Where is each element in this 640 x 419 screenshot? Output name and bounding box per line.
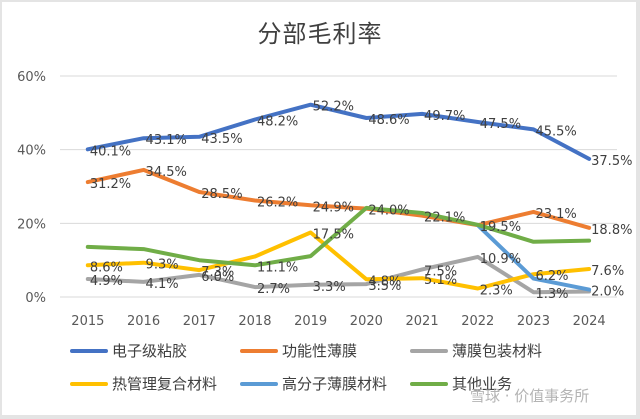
data-label: 7.5% [424, 264, 457, 279]
x-tick-label: 2021 [406, 314, 439, 329]
data-label: 34.5% [146, 165, 187, 180]
legend-item: 其他业务 [410, 373, 512, 394]
legend-item: 功能性薄膜 [240, 340, 357, 361]
chart-frame [2, 2, 636, 415]
x-tick-label: 2023 [517, 314, 550, 329]
x-tick-label: 2024 [573, 314, 606, 329]
data-label: 10.9% [480, 252, 521, 267]
data-label: 37.5% [591, 154, 632, 169]
data-label: 4.9% [90, 274, 123, 289]
data-label: 48.6% [368, 113, 409, 128]
watermark: 雪球 · 价值事务所 [470, 387, 590, 405]
data-label: 9.3% [146, 258, 179, 273]
data-label: 17.5% [313, 228, 354, 243]
data-label: 19.5% [480, 220, 521, 235]
legend-item: 高分子薄膜材料 [240, 373, 387, 394]
data-label: 18.8% [591, 223, 632, 238]
legend-item: 电子级粘胶 [70, 340, 187, 361]
data-label: 26.2% [257, 195, 298, 210]
series-line-0 [85, 102, 592, 161]
data-label: 7.3% [201, 265, 234, 280]
legend-label: 功能性薄膜 [282, 342, 358, 360]
legend-item: 薄膜包装材料 [410, 340, 542, 361]
data-label: 28.5% [201, 187, 242, 202]
data-label: 47.5% [480, 117, 521, 132]
data-label: 45.5% [535, 124, 576, 139]
chart-title: 分部毛利率 [257, 20, 383, 48]
y-tick-label: 20% [17, 217, 46, 232]
data-label: 5.1% [424, 273, 457, 288]
x-tick-label: 2017 [183, 314, 216, 329]
data-label: 1.3% [535, 287, 568, 302]
series-line-5 [85, 205, 592, 268]
legend-swatch [240, 348, 278, 353]
y-tick-label: 40% [17, 144, 46, 159]
data-label: 4.1% [146, 277, 179, 292]
data-label: 8.6% [90, 260, 123, 275]
series-line-1 [85, 167, 592, 230]
x-tick-label: 2020 [350, 314, 383, 329]
y-tick-label: 0% [25, 291, 46, 306]
data-label: 2.3% [480, 284, 513, 299]
data-label: 49.7% [424, 109, 465, 124]
y-tick-label: 60% [17, 70, 46, 85]
series-line-2 [85, 254, 592, 295]
series-line-4 [475, 223, 592, 292]
data-label: 40.1% [90, 144, 131, 159]
legend-swatch [70, 381, 108, 386]
data-label: 4.8% [368, 274, 401, 289]
data-label: 22.1% [424, 211, 465, 226]
data-label: 48.2% [257, 114, 298, 129]
data-label: 2.7% [257, 282, 290, 297]
legend-swatch [410, 348, 448, 353]
legend-label: 高分子薄膜材料 [282, 375, 388, 393]
legend-swatch [240, 381, 278, 386]
data-label: 3.3% [313, 280, 346, 295]
data-label: 6.2% [535, 269, 568, 284]
data-label: 3.5% [368, 279, 401, 294]
data-label: 6.0% [201, 270, 234, 285]
data-label: 24.9% [313, 200, 354, 215]
data-label: 52.2% [313, 100, 354, 115]
data-label: 2.0% [591, 285, 624, 300]
data-label: 7.6% [591, 264, 624, 279]
legend-label: 薄膜包装材料 [452, 342, 543, 360]
legend-label: 热管理复合材料 [112, 375, 218, 393]
x-tick-label: 2016 [127, 314, 160, 329]
x-tick-label: 2019 [294, 314, 327, 329]
x-tick-label: 2022 [461, 314, 494, 329]
x-tick-label: 2015 [71, 314, 104, 329]
legend-label: 其他业务 [452, 375, 513, 393]
data-label: 23.1% [535, 207, 576, 222]
data-label: 11.1% [257, 260, 298, 275]
legend-label: 电子级粘胶 [112, 342, 188, 360]
data-label: 43.5% [201, 132, 242, 147]
legend-swatch [410, 381, 448, 386]
legend-swatch [70, 348, 108, 353]
legend-item: 热管理复合材料 [70, 373, 217, 394]
series-line-3 [85, 230, 592, 291]
x-tick-label: 2018 [238, 314, 271, 329]
data-label: 31.2% [90, 177, 131, 192]
data-label: 24.0% [368, 204, 409, 219]
data-label: 43.1% [146, 133, 187, 148]
